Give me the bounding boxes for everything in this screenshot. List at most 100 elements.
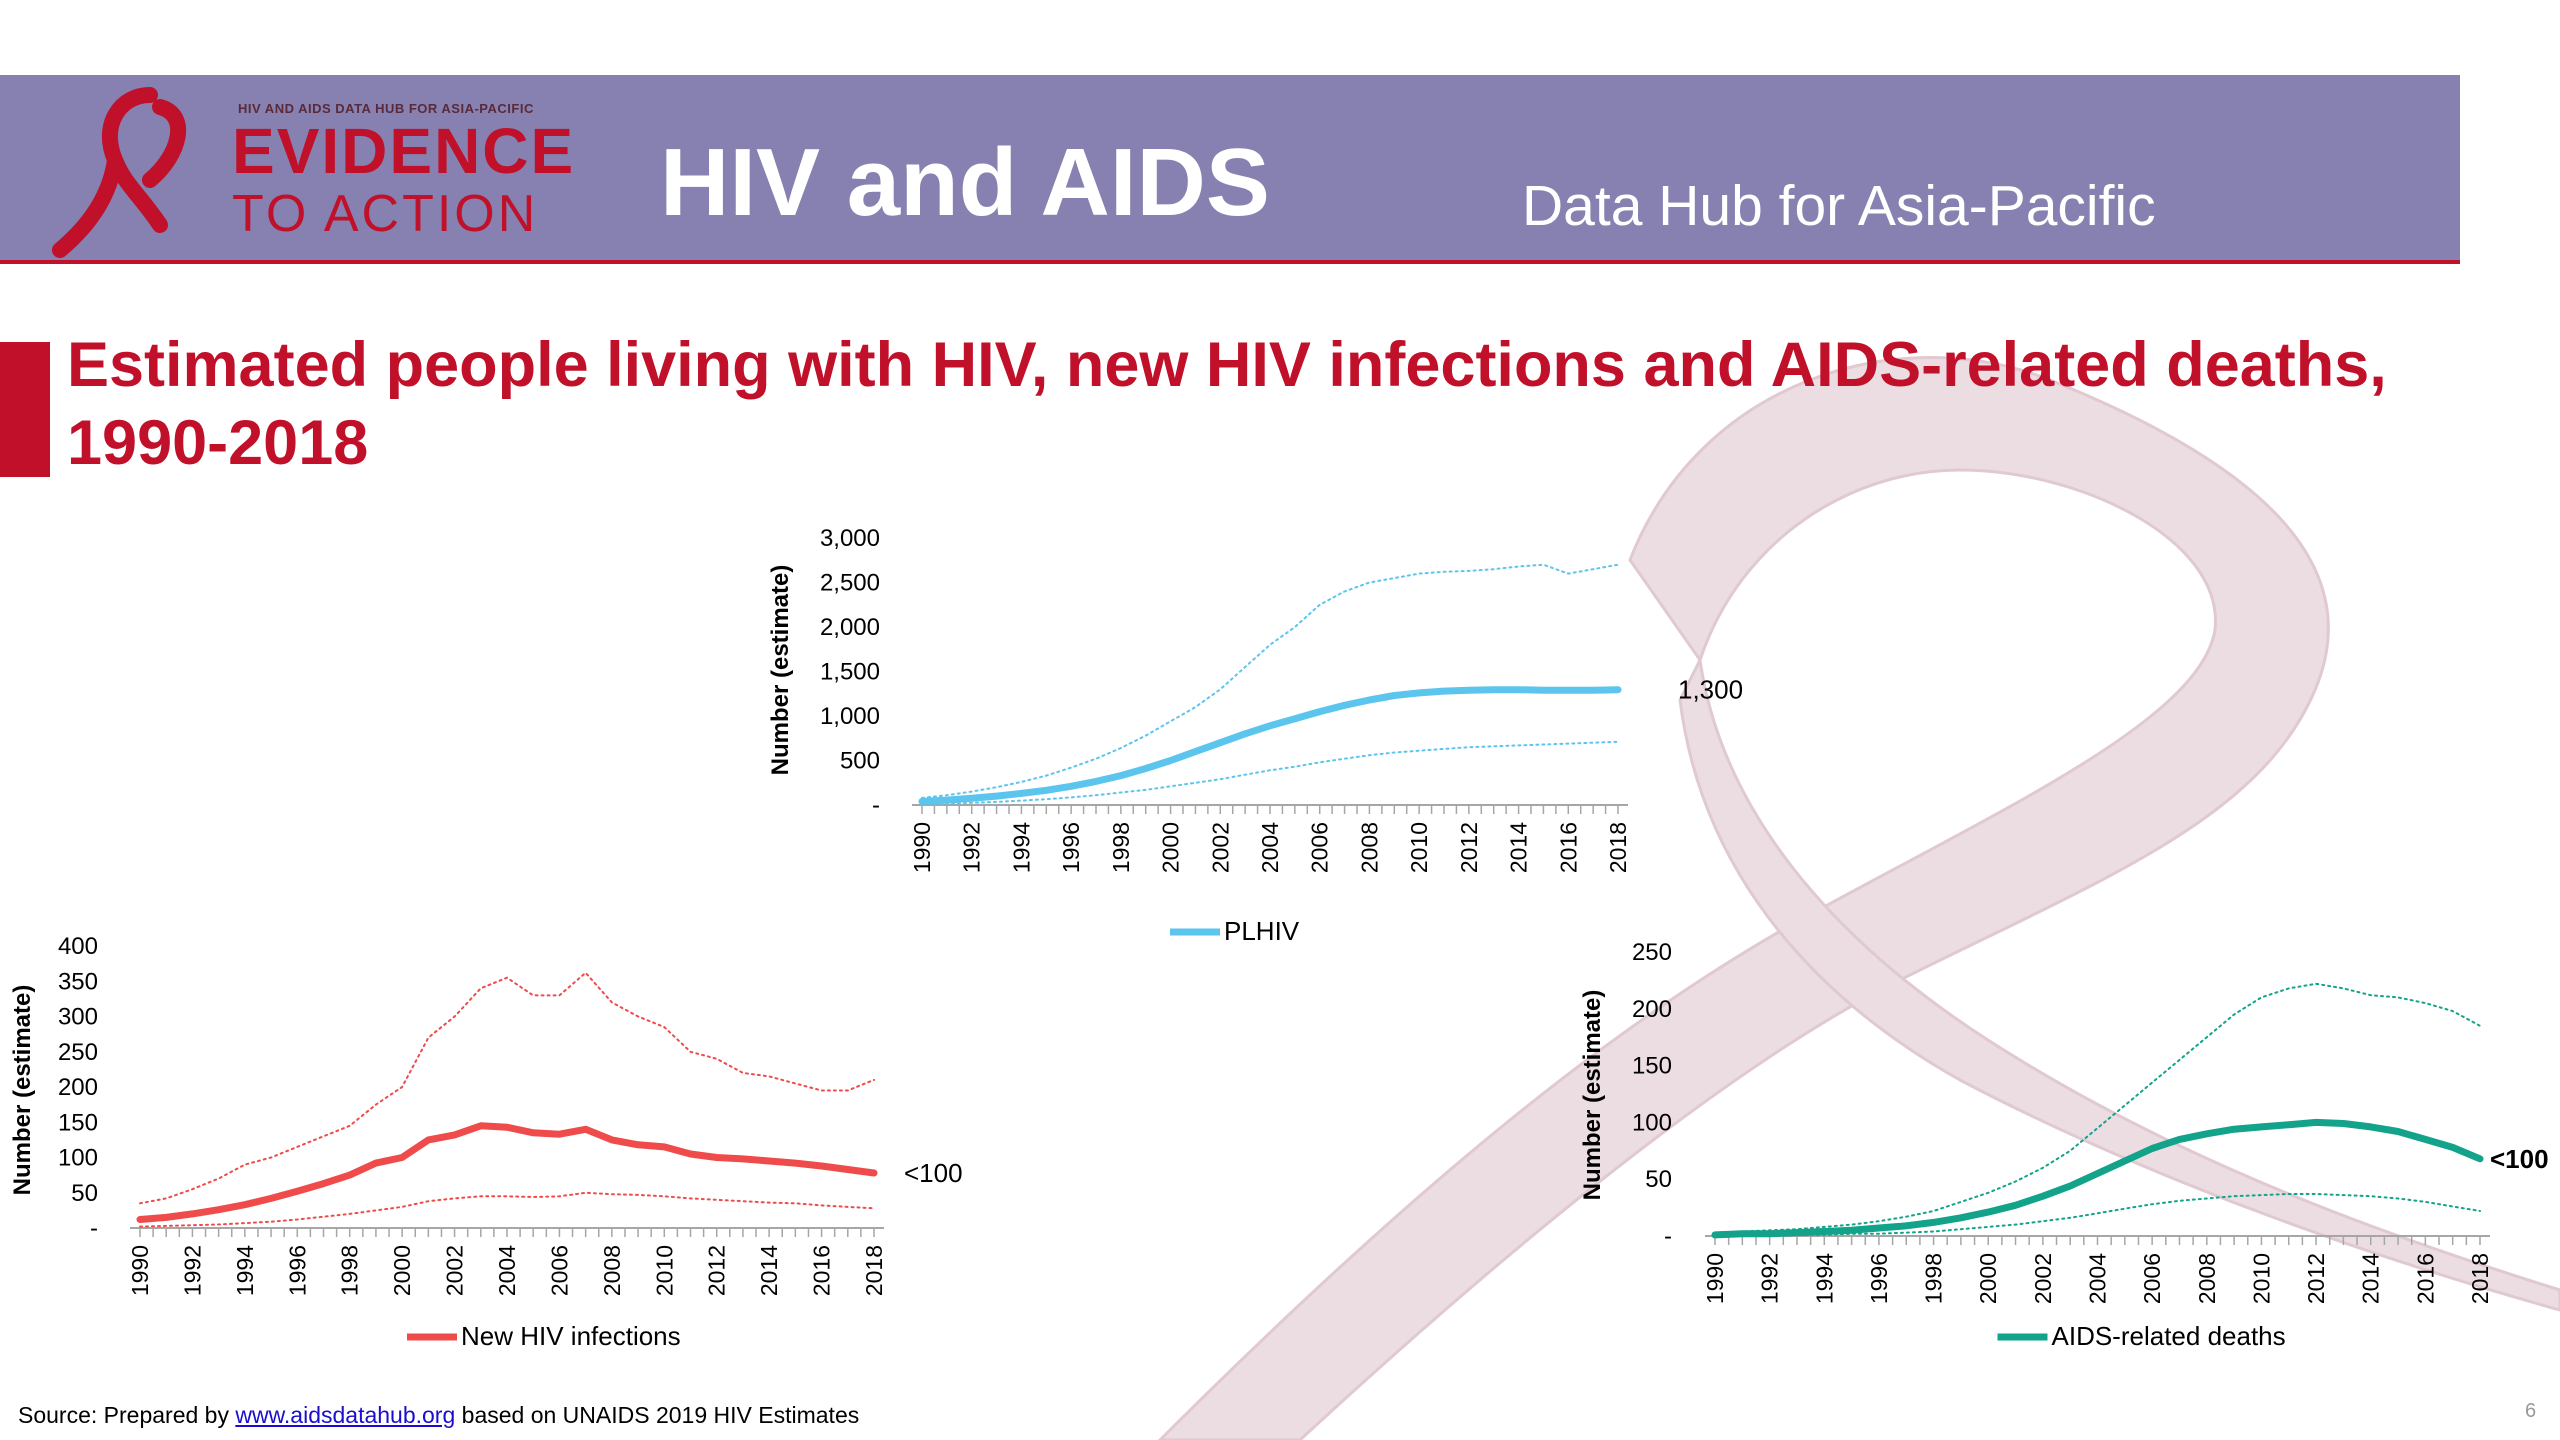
x-tick-label: 1990	[1702, 1253, 1728, 1304]
x-tick-label: 2008	[2194, 1253, 2220, 1304]
evidence-to-action-logo: HIV AND AIDS DATA HUB FOR ASIA-PACIFIC E…	[40, 85, 600, 260]
x-tick-label: 1994	[1811, 1253, 1837, 1304]
x-tick-label: 2018	[1605, 822, 1631, 873]
x-tick-label: 2014	[1506, 822, 1532, 873]
y-tick-label: 1,500	[820, 659, 880, 686]
end-value-label: 1,300	[1678, 675, 1743, 705]
source-suffix: based on UNAIDS 2019 HIV Estimates	[455, 1402, 860, 1428]
title-accent-bar	[0, 342, 50, 477]
y-tick-label: 250	[1632, 939, 1672, 966]
x-tick-label: 1994	[1008, 822, 1034, 873]
end-value-label: <100	[2490, 1144, 2549, 1174]
y-tick-label: 200	[58, 1074, 98, 1101]
x-tick-label: 2004	[494, 1245, 520, 1296]
y-tick-label: 200	[1632, 996, 1672, 1023]
source-prefix: Source: Prepared by	[18, 1402, 229, 1428]
y-tick-label: 2,000	[820, 614, 880, 641]
x-tick-label: 2012	[704, 1245, 730, 1296]
x-tick-label: 2014	[2358, 1253, 2384, 1304]
series-line	[136, 1122, 878, 1223]
logo-tagline: HIV AND AIDS DATA HUB FOR ASIA-PACIFIC	[238, 101, 534, 116]
x-tick-label: 2008	[599, 1245, 625, 1296]
source-link[interactable]: www.aidsdatahub.org	[235, 1402, 456, 1428]
y-tick-label: 100	[58, 1145, 98, 1172]
x-tick-label: 2004	[2085, 1253, 2111, 1304]
x-tick-label: 1996	[1058, 822, 1084, 873]
x-tick-label: 2012	[2303, 1253, 2329, 1304]
aids-deaths-chart: - 50 100 150 200 250 Number (estimate) 1990 1992…	[1579, 939, 2549, 1351]
y-tick-label: -	[872, 792, 880, 819]
page-number: 6	[2525, 1400, 2537, 1422]
slide-title: Estimated people living with HIV, new HI…	[67, 330, 2387, 478]
x-tick-label: 2012	[1456, 822, 1482, 873]
x-tick-label: 2002	[442, 1245, 468, 1296]
x-tick-label: 2000	[389, 1245, 415, 1296]
series-line-lower-bound	[1714, 1193, 2481, 1237]
x-tick-label: 1992	[179, 1245, 205, 1296]
new-infections-chart: - 50 100 150 200 250 300 350 400 Number (estimate…	[9, 933, 963, 1351]
x-tick-label: 1998	[1108, 822, 1134, 873]
logo-word-evidence: EVIDENCE	[232, 115, 576, 187]
x-tick-label: 2002	[1207, 822, 1233, 873]
y-tick-label: 50	[1645, 1166, 1672, 1193]
plhiv-chart: - 500 1,000 1,500 2,000 2,500 3,000 Number (est…	[767, 525, 1743, 946]
y-tick-label: 150	[1632, 1053, 1672, 1080]
red-ribbon-icon	[52, 87, 186, 258]
x-tick-label: 2014	[756, 1245, 782, 1296]
y-axis-label: Number (estimate)	[9, 985, 36, 1196]
series-line	[1711, 1118, 2484, 1239]
y-tick-label: 350	[58, 968, 98, 995]
series-line-upper-bound	[921, 563, 1619, 799]
app-subtitle: Data Hub for Asia-Pacific	[1522, 174, 2156, 238]
legend-label: AIDS-related deaths	[2052, 1321, 2286, 1351]
x-tick-label: 2018	[2467, 1253, 2493, 1304]
x-tick-label: 1990	[909, 822, 935, 873]
y-tick-label: -	[1664, 1223, 1672, 1250]
y-tick-label: 50	[71, 1180, 98, 1207]
y-tick-label: 250	[58, 1039, 98, 1066]
x-tick-label: 1998	[1921, 1253, 1947, 1304]
y-tick-label: -	[90, 1215, 98, 1242]
x-tick-label: 1992	[1757, 1253, 1783, 1304]
series-line-upper-bound	[139, 971, 875, 1205]
legend-label: PLHIV	[1224, 916, 1300, 946]
series-line	[918, 686, 1622, 805]
header-banner: HIV AND AIDS DATA HUB FOR ASIA-PACIFIC E…	[0, 75, 2460, 264]
y-axis-label: Number (estimate)	[1579, 990, 1606, 1201]
logo-word-to-action: TO ACTION	[232, 185, 539, 243]
x-tick-label: 2010	[651, 1245, 677, 1296]
x-tick-label: 2002	[2030, 1253, 2056, 1304]
y-tick-label: 300	[58, 1004, 98, 1031]
x-tick-label: 2016	[1555, 822, 1581, 873]
x-tick-label: 2016	[2412, 1253, 2438, 1304]
y-tick-label: 2,500	[820, 570, 880, 597]
x-tick-label: 2010	[1406, 822, 1432, 873]
series-line-lower-bound	[921, 740, 1619, 806]
y-tick-label: 500	[840, 748, 880, 775]
x-tick-label: 2000	[1975, 1253, 2001, 1304]
y-tick-label: 1,000	[820, 703, 880, 730]
y-tick-label: 400	[58, 933, 98, 960]
x-tick-label: 1998	[337, 1245, 363, 1296]
series-line-upper-bound	[1714, 982, 2481, 1234]
series-line-lower-bound	[139, 1191, 875, 1228]
x-tick-label: 1996	[1866, 1253, 1892, 1304]
x-tick-label: 2006	[1307, 822, 1333, 873]
source-note: Source: Prepared by www.aidsdatahub.org …	[18, 1402, 859, 1429]
x-tick-label: 2006	[546, 1245, 572, 1296]
app-title: HIV and AIDS	[660, 129, 1270, 236]
x-tick-label: 2008	[1356, 822, 1382, 873]
x-tick-label: 2004	[1257, 822, 1283, 873]
end-value-label: <100	[904, 1158, 963, 1188]
x-tick-label: 1996	[284, 1245, 310, 1296]
x-tick-label: 2006	[2139, 1253, 2165, 1304]
x-tick-label: 1992	[959, 822, 985, 873]
x-tick-label: 1994	[232, 1245, 258, 1296]
x-tick-label: 2000	[1158, 822, 1184, 873]
x-tick-label: 2010	[2248, 1253, 2274, 1304]
x-tick-label: 2018	[861, 1245, 887, 1296]
y-axis-label: Number (estimate)	[767, 565, 794, 776]
legend-label: New HIV infections	[461, 1321, 681, 1351]
y-tick-label: 3,000	[820, 525, 880, 552]
